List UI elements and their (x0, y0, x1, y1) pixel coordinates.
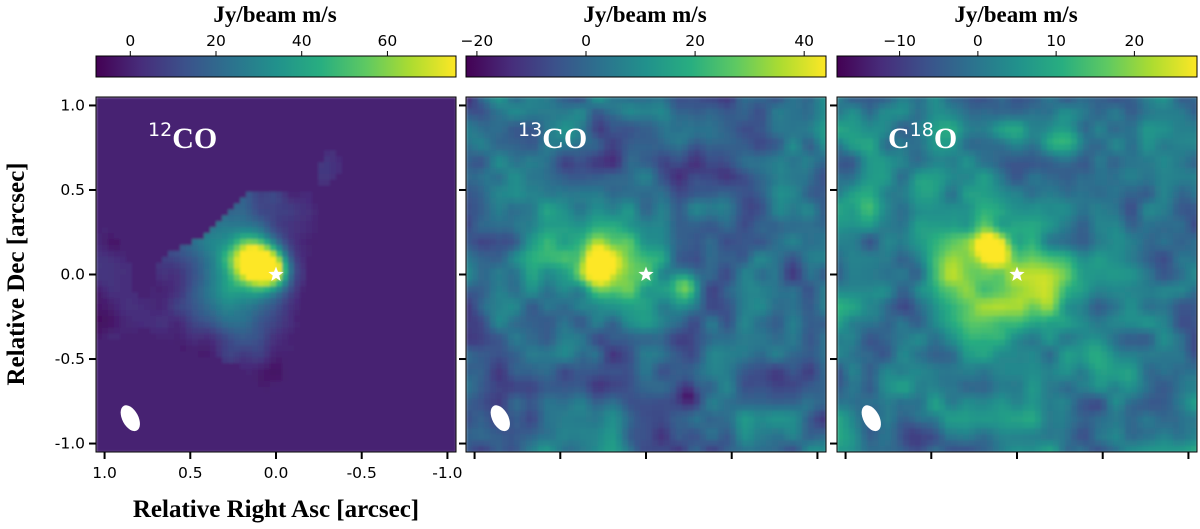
x-tick-label: 0.5 (178, 464, 203, 482)
colorbar (836, 55, 1198, 78)
star-marker (268, 266, 284, 281)
panel-label-c18o: C18O (888, 119, 957, 155)
y-tick-label: 1.0 (60, 96, 85, 114)
axis-ticks: 1.0 1.0 0.5 0.5 0.0 0.0 -0.5 -0.5 -1.0 -1.0 (55, 96, 463, 482)
star-marker (638, 266, 654, 281)
heatmap-cells (837, 97, 1197, 452)
y-tick-label: 0.0 (60, 266, 85, 284)
beam-ellipse (490, 405, 510, 432)
colorbar-tick-label: 10 (1046, 32, 1066, 50)
panel-13co: Jy/beam m/s −20 0 20 40 13CO (459, 2, 827, 459)
heatmap-c18o (837, 97, 1197, 452)
y-axis-label: Relative Dec [arcsec] (3, 162, 30, 385)
beam-ellipse (861, 405, 881, 432)
colorbar-ticks: −10 0 10 20 (883, 32, 1144, 56)
x-tick-label: -0.5 (347, 464, 377, 482)
colorbar-tick-label: 40 (292, 32, 312, 50)
y-tick-label: -0.5 (55, 350, 85, 368)
y-tick-label: -1.0 (55, 435, 85, 453)
colorbar-title: Jy/beam m/s (583, 2, 706, 27)
y-tick-label: 0.5 (60, 181, 85, 199)
x-axis-label: Relative Right Asc [arcsec] (133, 496, 419, 523)
colorbar-tick-label: 0 (125, 32, 135, 50)
colorbar (465, 55, 827, 78)
panel-label-12co: 12CO (148, 119, 217, 155)
colorbar-tick-label: 60 (378, 32, 398, 50)
heatmap-cells (466, 97, 826, 452)
beam-ellipse (120, 405, 140, 432)
colorbar-tick-label: 40 (794, 32, 814, 50)
colorbar-ticks: −20 0 20 40 (461, 32, 814, 56)
colorbar-tick-label: −20 (461, 32, 494, 50)
colorbar-title: Jy/beam m/s (954, 2, 1077, 27)
colorbar-tick-label: −10 (883, 32, 916, 50)
heatmap-cells (96, 97, 456, 452)
axis-ticks (459, 104, 819, 459)
colorbar-tick-label: 0 (581, 32, 591, 50)
x-tick-label: -1.0 (432, 464, 462, 482)
colorbar-tick-label: 20 (685, 32, 705, 50)
colorbar-tick-label: 0 (973, 32, 983, 50)
colorbar-tick-label: 20 (206, 32, 226, 50)
panel-12co: Jy/beam m/s 0 20 40 60 1.0 1.0 0.5 0.5 0.0 0.0 -0… (55, 2, 463, 482)
heatmap-13co (466, 97, 826, 452)
panel-label-13co: 13CO (518, 119, 587, 155)
heatmap-12co (96, 97, 456, 452)
colorbar-title: Jy/beam m/s (213, 2, 336, 27)
star-marker (1009, 266, 1025, 281)
panel-c18o: Jy/beam m/s −10 0 10 20 C18O (830, 2, 1198, 459)
colorbar-tick-label: 20 (1125, 32, 1145, 50)
x-tick-label: 1.0 (92, 464, 117, 482)
x-tick-label: 0.0 (264, 464, 289, 482)
axis-ticks (830, 104, 1190, 459)
colorbar-ticks: 0 20 40 60 (125, 32, 397, 56)
colorbar (95, 55, 457, 78)
